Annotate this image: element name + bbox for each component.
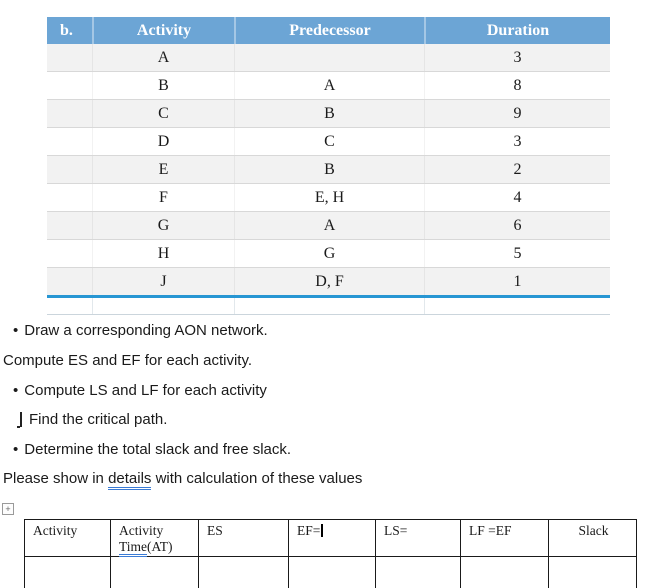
- empty-cell: [234, 298, 424, 314]
- duration-cell: 5: [424, 240, 610, 267]
- duration-cell: 1: [424, 268, 610, 295]
- grammar-underlined-word: Time: [119, 539, 148, 557]
- worksheet-header-activity-time: Activity Time(AT): [111, 520, 199, 557]
- table-row: G A 6: [47, 212, 610, 240]
- predecessor-cell: G: [234, 240, 424, 267]
- worksheet-empty-cell[interactable]: [111, 557, 199, 588]
- column-header-duration: Duration: [424, 17, 610, 44]
- table-row: E B 2: [47, 156, 610, 184]
- empty-cell: [92, 298, 234, 314]
- predecessor-cell: B: [234, 156, 424, 183]
- column-header-activity: Activity: [92, 17, 234, 44]
- duration-cell: 4: [424, 184, 610, 211]
- predecessor-cell: B: [234, 100, 424, 127]
- row-index-cell: [47, 268, 92, 295]
- empty-cell: [424, 298, 610, 314]
- worksheet-table-row: [25, 557, 636, 588]
- activity-cell: D: [92, 128, 234, 155]
- predecessor-table-header: b. Activity Predecessor Duration: [47, 17, 610, 44]
- worksheet-empty-cell[interactable]: [376, 557, 461, 588]
- worksheet-header-activity: Activity: [25, 520, 111, 556]
- instruction-line-aon: • Draw a corresponding AON network.: [0, 322, 658, 340]
- row-index-cell: [47, 72, 92, 99]
- worksheet-header-slack: Slack: [578, 523, 609, 538]
- activity-cell: A: [92, 44, 234, 71]
- instruction-line-details: Please show in details with calculation …: [0, 470, 653, 490]
- duration-cell: 2: [424, 156, 610, 183]
- instruction-text: Compute LS and LF for each activity: [24, 382, 267, 399]
- row-index-cell: [47, 184, 92, 211]
- instruction-text: Compute ES and EF for each activity.: [3, 352, 253, 369]
- instruction-line-critical-path: Find the critical path.: [0, 411, 653, 429]
- worksheet-header-lf: LF =EF: [461, 520, 549, 556]
- duration-cell: 3: [424, 44, 610, 71]
- empty-cell: [47, 298, 92, 314]
- predecessor-cell: A: [234, 72, 424, 99]
- worksheet-empty-cell[interactable]: [549, 557, 638, 588]
- predecessor-cell: A: [234, 212, 424, 239]
- instruction-text: Draw a corresponding AON network.: [24, 322, 268, 339]
- duration-cell: 3: [424, 128, 610, 155]
- empty-table-row: [47, 298, 610, 315]
- worksheet-empty-cell[interactable]: [25, 557, 111, 588]
- column-header-predecessor: Predecessor: [234, 17, 424, 44]
- table-row: A 3: [47, 44, 610, 72]
- table-corner-label: b.: [60, 21, 73, 39]
- worksheet-table-header: Activity Activity Time(AT) ES EF= LS= LF …: [25, 520, 636, 557]
- worksheet-empty-cell[interactable]: [461, 557, 549, 588]
- table-row: C B 9: [47, 100, 610, 128]
- worksheet-header-ls: LS=: [376, 520, 461, 556]
- instruction-line-slack: • Determine the total slack and free slac…: [0, 441, 658, 459]
- instruction-text: with calculation of these values: [151, 470, 363, 487]
- table-row: F E, H 4: [47, 184, 610, 212]
- text-cursor: [321, 524, 323, 537]
- table-row: D C 3: [47, 128, 610, 156]
- duration-cell: 9: [424, 100, 610, 127]
- worksheet-empty-cell[interactable]: [289, 557, 376, 588]
- activity-cell: B: [92, 72, 234, 99]
- table-row: H G 5: [47, 240, 610, 268]
- row-index-cell: [47, 100, 92, 127]
- predecessor-table: b. Activity Predecessor Duration A 3 B A…: [47, 17, 610, 315]
- activity-cell: J: [92, 268, 234, 295]
- text-cursor: [17, 412, 22, 428]
- table-accent-border: [47, 295, 610, 298]
- worksheet-header-ef[interactable]: EF=: [289, 520, 376, 556]
- bullet-icon: •: [13, 322, 19, 339]
- predecessor-cell: E, H: [234, 184, 424, 211]
- table-row: J D, F 1: [47, 268, 610, 295]
- worksheet-empty-cell[interactable]: [199, 557, 289, 588]
- worksheet-table: Activity Activity Time(AT) ES EF= LS= LF …: [24, 519, 637, 588]
- bullet-icon: •: [13, 441, 19, 458]
- duration-cell: 6: [424, 212, 610, 239]
- row-index-cell: [47, 128, 92, 155]
- bullet-icon: •: [13, 382, 19, 399]
- instruction-text: Please show in: [3, 470, 109, 487]
- predecessor-cell: [234, 44, 424, 71]
- activity-cell: G: [92, 212, 234, 239]
- predecessor-cell: D, F: [234, 268, 424, 295]
- instruction-line-es-ef: Compute ES and EF for each activity.: [0, 352, 653, 370]
- table-move-handle-icon[interactable]: +: [2, 503, 14, 515]
- worksheet-header-es: ES: [199, 520, 289, 556]
- instruction-text: Find the critical path.: [29, 411, 168, 428]
- activity-cell: F: [92, 184, 234, 211]
- instruction-line-ls-lf: • Compute LS and LF for each activity: [0, 382, 658, 400]
- activity-cell: C: [92, 100, 234, 127]
- predecessor-cell: C: [234, 128, 424, 155]
- duration-cell: 8: [424, 72, 610, 99]
- activity-cell: E: [92, 156, 234, 183]
- row-index-cell: [47, 156, 92, 183]
- predecessor-table-body: A 3 B A 8 C B 9 D C 3 E B 2: [47, 44, 610, 295]
- row-index-cell: [47, 44, 92, 71]
- grammar-underlined-word: details: [108, 470, 152, 490]
- row-index-cell: [47, 240, 92, 267]
- row-index-cell: [47, 212, 92, 239]
- instruction-text: Determine the total slack and free slack…: [24, 441, 292, 458]
- activity-cell: H: [92, 240, 234, 267]
- table-row: B A 8: [47, 72, 610, 100]
